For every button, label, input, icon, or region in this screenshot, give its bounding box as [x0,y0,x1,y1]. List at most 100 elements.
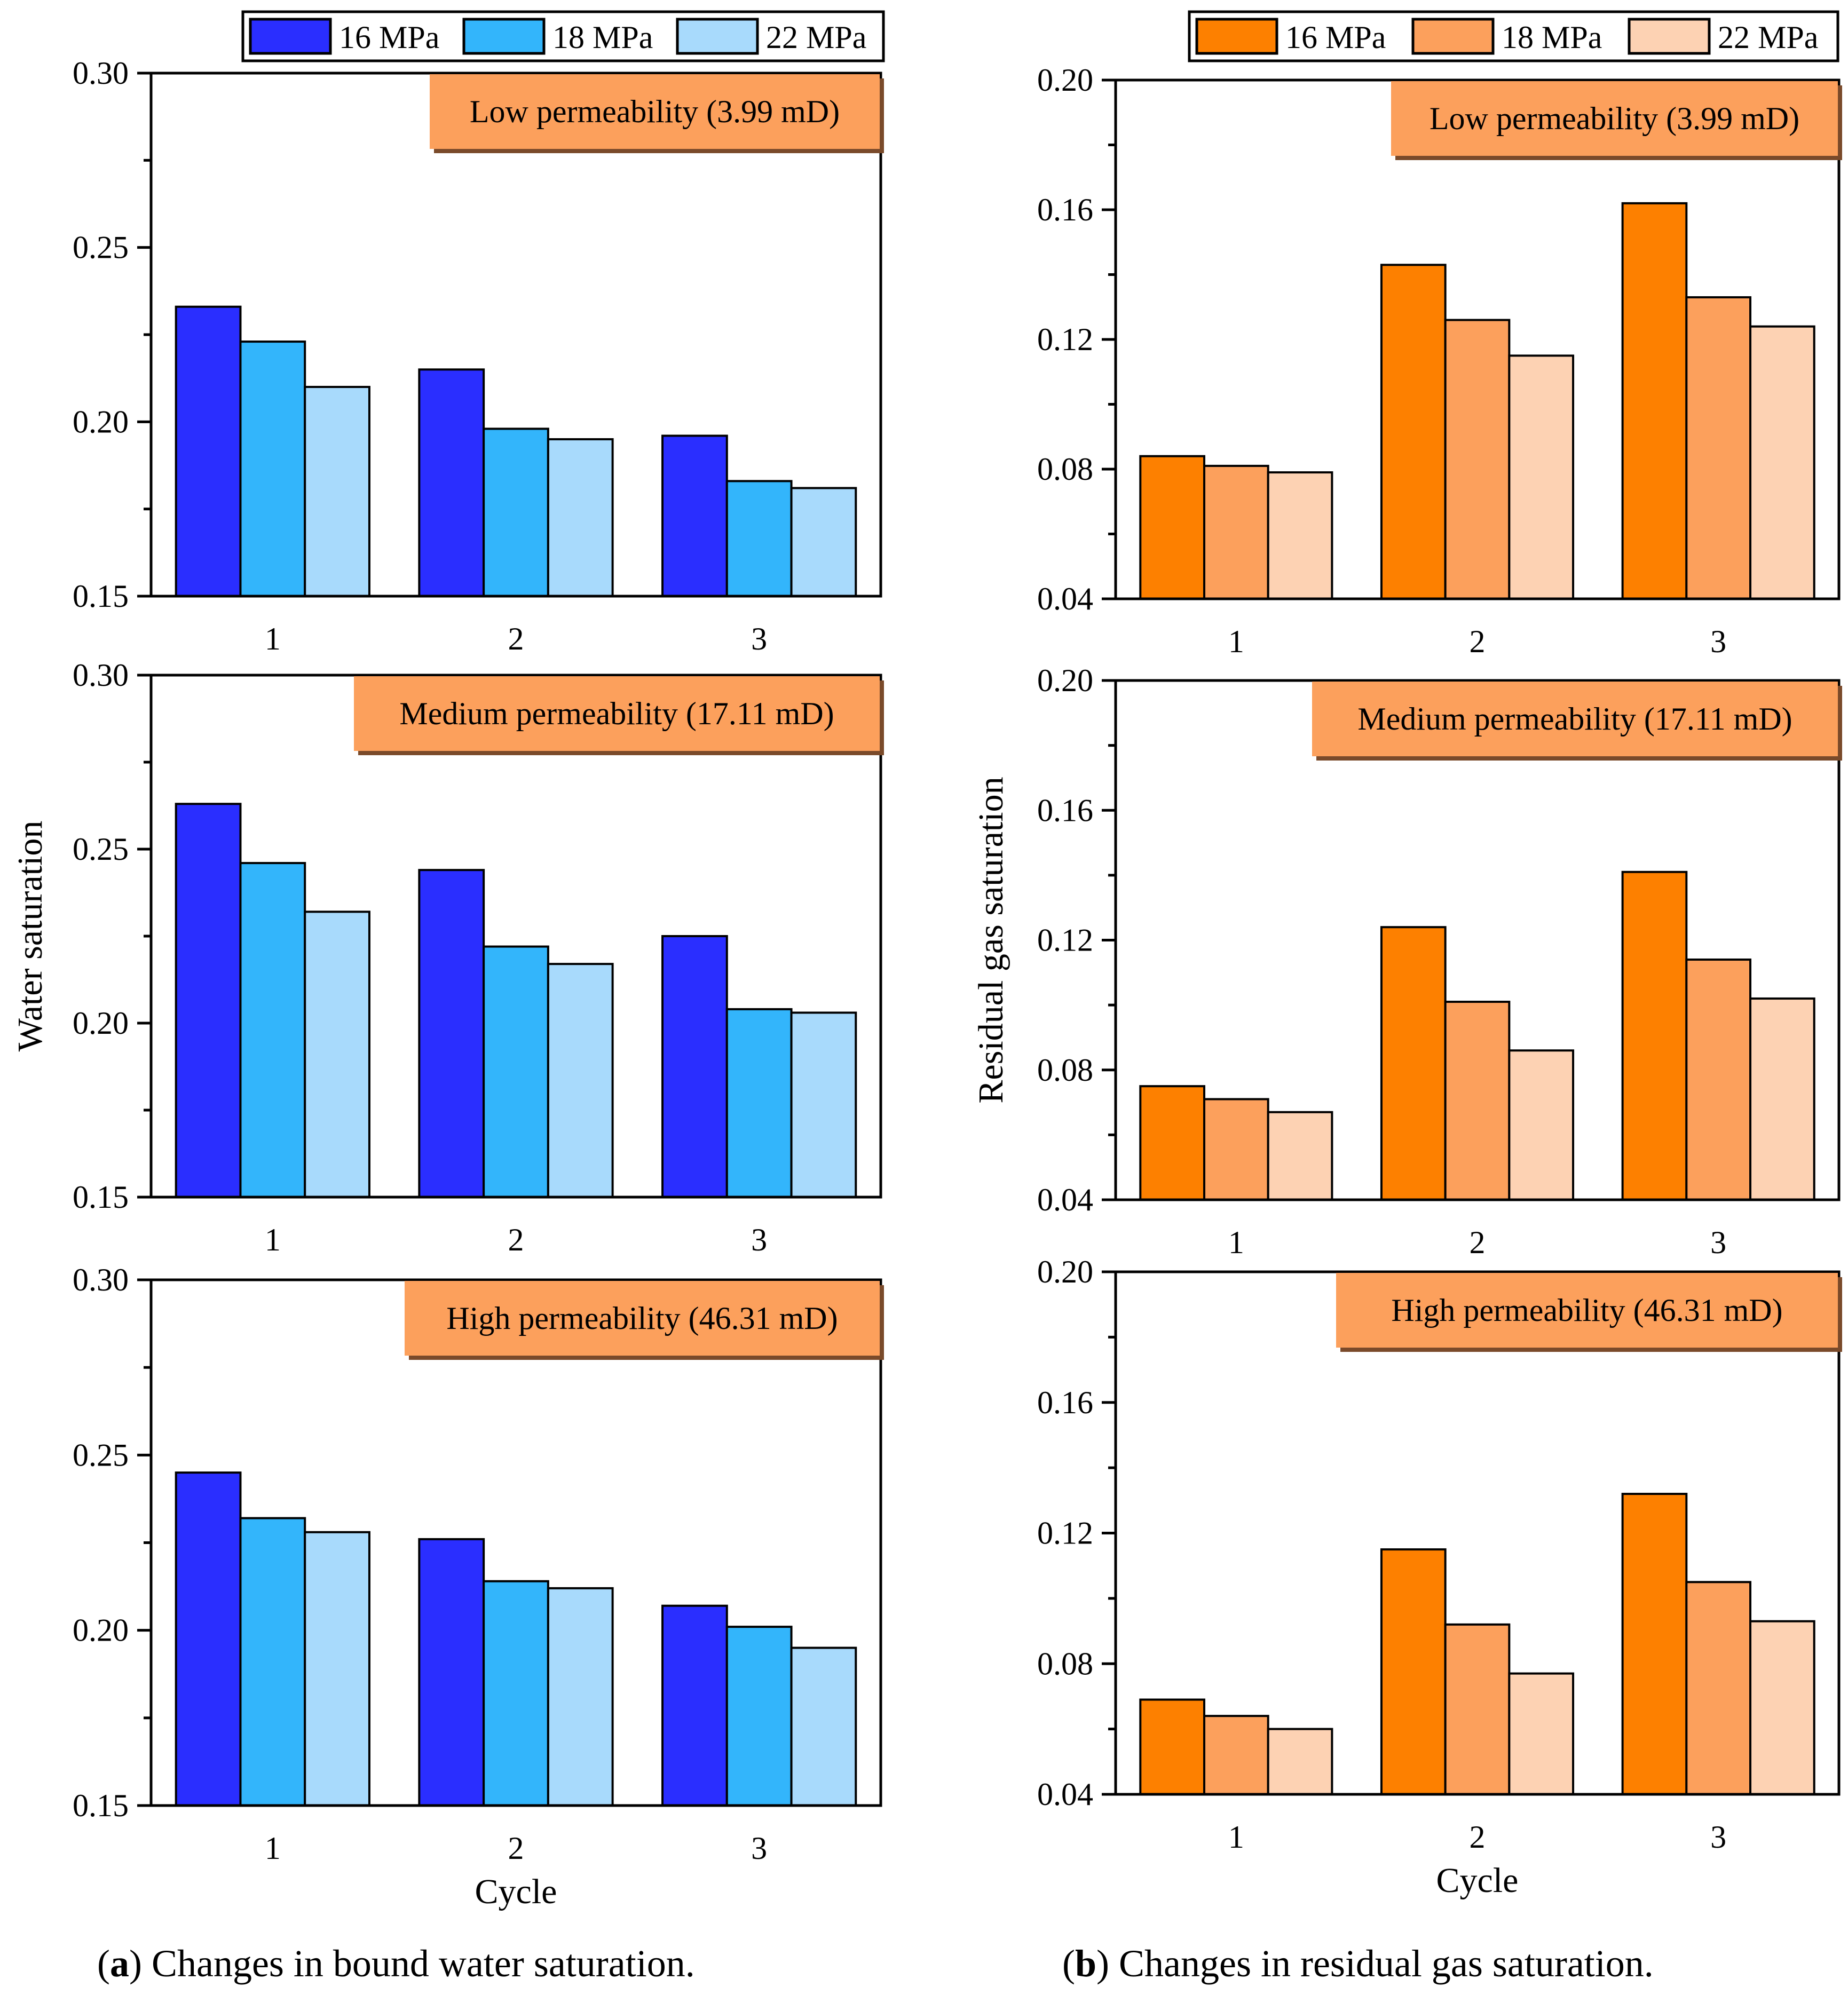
chart-gas-low: 1 2 3 0.04 0.08 0.12 0.16 0.20 Low permeability … [1037,10,1842,659]
bar-water-high-cycle3-s1 [661,1604,728,1807]
bar-water-low-cycle1-s2 [239,341,306,597]
bar-gas-low-cycle1-s3 [1267,471,1333,600]
chart-water-high: 1 2 3 0.15 0.20 0.25 0.30 High permeability (46… [73,1262,884,1911]
annotation-box [1391,81,1838,156]
bar-gas-low-cycle2-s2 [1444,319,1511,600]
y-tick-label: 0.20 [73,404,129,439]
chart-gas-medium: 1 2 3 0.04 0.08 0.12 0.16 0.20 Medium permeabili… [972,663,1842,1260]
legend-swatch-1 [1195,18,1278,55]
y-tick-label: 0.30 [73,658,129,693]
x-tick-label: 3 [751,621,767,656]
y-tick-label: 0.08 [1037,452,1093,487]
legend-label-3: 22 MPa [1718,20,1818,55]
legend-label-3: 22 MPa [766,20,866,55]
bar-water-low-cycle3-s2 [725,480,793,598]
legend-gas: 16 MPa 18 MPa 22 MPa [1188,10,1839,62]
bar-gas-medium-cycle2-s1 [1380,926,1447,1201]
x-tick-label: 2 [1470,1225,1486,1260]
annotation-box [1312,682,1838,756]
bar-gas-medium-cycle3-s2 [1685,958,1752,1201]
y-tick-label: 0.08 [1037,1052,1093,1088]
chart-gas-high: 1 2 3 0.04 0.08 0.12 0.16 0.20 High permeability… [1037,1254,1842,1900]
x-tick-label: 2 [508,621,524,656]
bar-water-medium-cycle3-s3 [790,1011,857,1198]
annotation-label: High permeability (46.31 mD) [1391,1293,1782,1328]
bar-water-medium-cycle2-s2 [483,945,549,1199]
bar-gas-high-cycle1-s2 [1203,1715,1269,1795]
y-tick-label: 0.20 [1037,1254,1093,1289]
legend-water: 16 MPa 18 MPa 22 MPa [241,10,885,62]
legend-swatch-3 [1628,18,1711,55]
bar-water-low-cycle2-s1 [418,368,485,597]
y-tick-label: 0.16 [1037,192,1093,227]
bar-water-medium-cycle1-s3 [304,911,370,1198]
legend-label-1: 16 MPa [339,20,439,55]
caption-b-text: ) Changes in residual gas saturation. [1096,1942,1654,1985]
x-axis-title: Cycle [1436,1861,1519,1900]
legend-swatch-1 [249,18,332,55]
bar-water-medium-cycle2-s1 [418,869,485,1198]
legend-label-1: 16 MPa [1285,20,1386,55]
legend-label-2: 18 MPa [1502,20,1602,55]
x-tick-label: 1 [265,1222,281,1257]
y-axis-title: Water saturation [11,821,50,1052]
y-tick-label: 0.16 [1037,1385,1093,1420]
bar-water-medium-cycle2-s3 [547,963,614,1199]
caption-b: (b) Changes in residual gas saturation. [1062,1942,1654,1985]
bar-gas-medium-cycle1-s3 [1267,1111,1333,1201]
legend-frame [241,10,885,62]
bar-water-low-cycle3-s3 [790,487,857,598]
bar-gas-low-cycle1-s1 [1139,455,1205,600]
bar-gas-high-cycle3-s1 [1621,1493,1688,1795]
bar-water-medium-cycle3-s1 [661,935,728,1198]
y-tick-label: 0.15 [73,579,129,614]
annotation-label: High permeability (46.31 mD) [446,1301,838,1336]
chart-water-medium: 1 2 3 0.15 0.20 0.25 0.30 Medium permeability (… [11,658,884,1257]
caption-b-letter: b [1075,1942,1097,1985]
bar-gas-medium-cycle3-s3 [1749,997,1815,1201]
y-tick-label: 0.12 [1037,923,1093,958]
bar-gas-low-cycle2-s3 [1508,354,1575,600]
y-tick-label: 0.30 [73,56,129,91]
bar-water-high-cycle1-s2 [239,1517,306,1807]
x-tick-label: 1 [265,621,281,656]
x-tick-label: 1 [1228,1819,1244,1855]
legend-label-2: 18 MPa [552,20,653,55]
annotation-box [1336,1273,1838,1348]
annotation-label: Medium permeability (17.11 mD) [399,696,834,731]
bar-gas-high-cycle2-s3 [1508,1672,1575,1795]
x-tick-label: 3 [751,1222,767,1257]
bar-water-medium-cycle1-s2 [239,862,306,1198]
bar-gas-medium-cycle1-s1 [1139,1085,1205,1201]
x-axis-title: Cycle [475,1872,557,1911]
bar-gas-low-cycle2-s1 [1380,264,1447,600]
bar-gas-high-cycle3-s2 [1685,1581,1752,1795]
bar-gas-low-cycle3-s1 [1621,202,1688,600]
annotation-label: Low permeability (3.99 mD) [470,94,840,129]
y-tick-label: 0.04 [1037,581,1093,616]
bar-water-high-cycle2-s3 [547,1587,614,1807]
x-tick-label: 3 [1710,1819,1726,1855]
bar-gas-high-cycle1-s3 [1267,1728,1333,1795]
y-tick-label: 0.08 [1037,1646,1093,1681]
bar-gas-high-cycle1-s1 [1139,1698,1205,1795]
bar-water-low-cycle1-s3 [304,386,370,597]
bar-water-high-cycle1-s3 [304,1531,370,1807]
y-axis-title: Residual gas saturation [972,777,1010,1103]
bar-gas-high-cycle3-s3 [1749,1620,1815,1796]
x-tick-label: 3 [751,1831,767,1866]
bar-water-low-cycle2-s3 [547,438,614,597]
bar-water-low-cycle1-s1 [175,305,242,597]
y-tick-label: 0.25 [73,230,129,265]
y-tick-label: 0.04 [1037,1182,1093,1217]
bar-water-low-cycle2-s2 [483,427,549,598]
x-tick-label: 1 [1228,1225,1244,1260]
bar-gas-low-cycle3-s2 [1685,296,1752,600]
annotation-label: Medium permeability (17.11 mD) [1357,701,1792,737]
bar-water-high-cycle1-s1 [175,1471,242,1807]
bar-gas-high-cycle2-s2 [1444,1623,1511,1795]
caption-a-text: ) Changes in bound water saturation. [129,1942,695,1985]
y-tick-label: 0.15 [73,1179,129,1215]
annotation-box [430,74,880,149]
